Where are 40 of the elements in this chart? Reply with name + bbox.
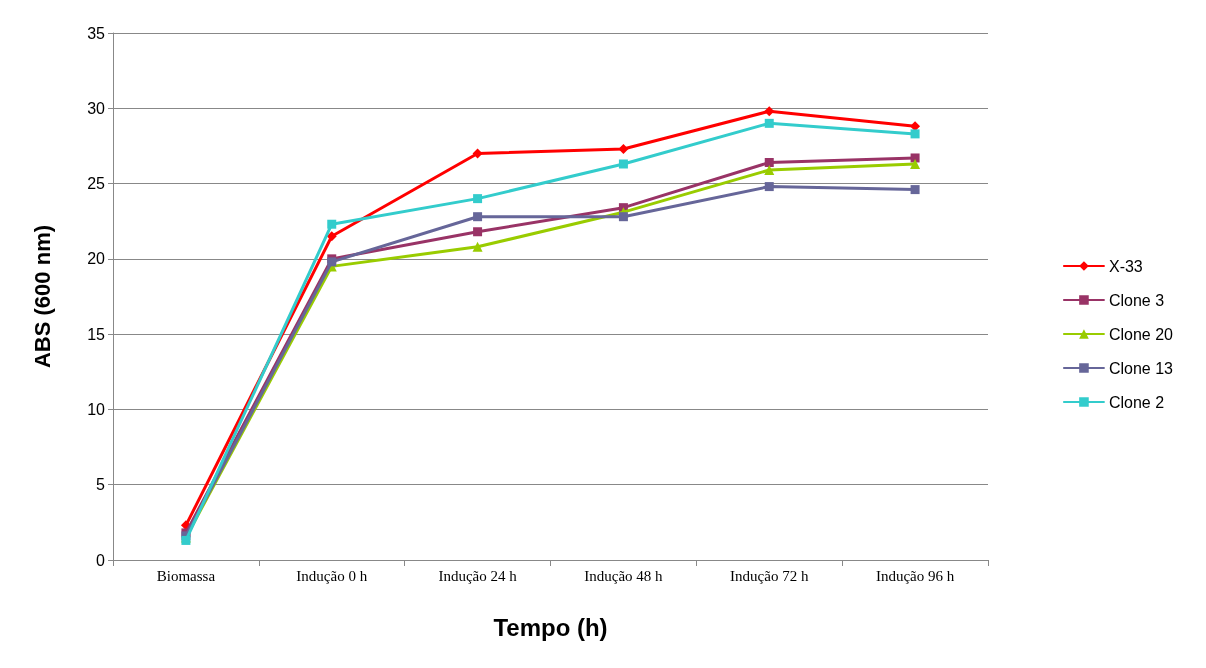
y-tick-label: 35 bbox=[87, 24, 106, 42]
point bbox=[472, 148, 483, 159]
point bbox=[910, 129, 920, 139]
y-tick-label: 15 bbox=[87, 325, 106, 343]
x-tick-label: Biomassa bbox=[156, 567, 216, 584]
point bbox=[764, 106, 775, 117]
y-tick-label: 10 bbox=[87, 400, 106, 418]
legend-label: X-33 bbox=[1108, 257, 1143, 275]
x-tick-label: Indução 0 h bbox=[296, 567, 368, 584]
y-tick-label: 5 bbox=[96, 476, 106, 494]
y-tick-label: 20 bbox=[87, 250, 106, 268]
point bbox=[764, 157, 774, 167]
point bbox=[618, 159, 628, 169]
point bbox=[473, 227, 483, 237]
point bbox=[327, 219, 337, 229]
point bbox=[764, 165, 775, 176]
legend-label: Clone 2 bbox=[1108, 393, 1165, 411]
point bbox=[910, 185, 920, 195]
point bbox=[910, 153, 920, 163]
y-tick-label: 0 bbox=[96, 551, 106, 569]
point bbox=[472, 241, 483, 252]
y-tick-label: 25 bbox=[87, 175, 106, 193]
point bbox=[473, 194, 483, 204]
point bbox=[618, 212, 628, 222]
legend-label: Clone 13 bbox=[1108, 359, 1174, 377]
x-tick-label: Indução 96 h bbox=[875, 567, 955, 584]
point bbox=[618, 143, 629, 154]
x-tick-label: Indução 48 h bbox=[584, 567, 664, 584]
x-tick-label: Indução 72 h bbox=[730, 567, 809, 584]
point bbox=[326, 231, 337, 242]
point bbox=[473, 212, 483, 222]
point bbox=[764, 118, 774, 128]
point bbox=[764, 182, 774, 192]
legend-label: Clone 3 bbox=[1108, 291, 1165, 309]
y-axis-title: ABS (600 nm) bbox=[29, 224, 55, 369]
legend-label: Clone 20 bbox=[1108, 325, 1174, 343]
y-tick-label: 30 bbox=[87, 99, 106, 117]
x-axis-title: Tempo (h) bbox=[493, 613, 608, 641]
point bbox=[910, 159, 921, 169]
x-tick-label: Indução 24 h bbox=[438, 567, 518, 584]
